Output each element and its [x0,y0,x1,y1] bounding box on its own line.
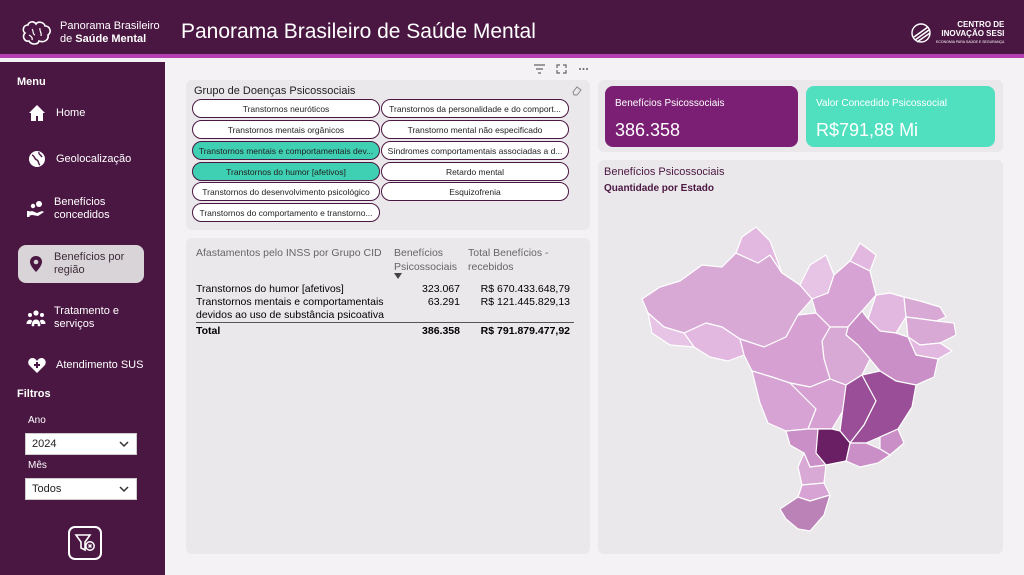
slicer-option[interactable]: Transtornos neuróticos [192,99,380,118]
partner-line3: ECONOMIA PARA SAÚDE E SEGURANÇA [936,39,1005,44]
nav-label-geolocalizacao: Geolocalização [56,152,132,165]
slicer-option[interactable]: Retardo mental [381,162,569,181]
state-region [683,322,745,362]
table-cell-total: R$ 121.445.829,13 [480,296,570,308]
table-total-beneficios: 386.358 [422,325,460,337]
slicer-option[interactable]: Transtornos mentais orgânicos [192,120,380,139]
visual-header-icons [534,64,589,74]
table-cell-group: Transtornos mentais e comportamentais de… [196,296,384,321]
table-total-label: Total [196,325,221,337]
ano-value: 2024 [32,438,57,450]
mes-dropdown[interactable]: Todos [25,478,137,500]
focus-mode-icon[interactable] [556,64,567,74]
more-options-icon[interactable] [578,64,589,74]
partner-logo: CENTRO DE INOVAÇÃO SESI ECONOMIA PARA SA… [910,18,1010,48]
state-region [735,226,783,274]
heart-plus-icon [26,354,48,376]
slicer-title: Grupo de Doenças Psicossociais [194,85,356,97]
slicer-option-selected[interactable]: Transtornos mentais e comportamentais de… [192,141,380,160]
table-header-group[interactable]: Afastamentos pelo INSS por Grupo CID [196,247,382,259]
ano-dropdown[interactable]: 2024 [25,433,137,455]
nav-label-tratamento-servicos: Tratamento e serviços [54,305,120,330]
slicer-option[interactable]: Transtornos do desenvolvimento psicológi… [192,182,380,201]
kpi-beneficios-value: 386.358 [615,120,681,140]
map-title: Benefícios Psicossociais [604,166,725,178]
state-region [789,378,847,430]
table-cell-beneficios: 323.067 [422,283,460,295]
kpi-valor-label: Valor Concedido Psicossocial [816,98,947,109]
table-total-recebidos: R$ 791.879.477,92 [480,325,570,337]
ano-label: Ano [28,415,46,426]
nav-label-home: Home [56,106,86,119]
kpi-valor-card: Valor Concedido Psicossocial R$791,88 Mi [806,86,995,147]
location-pin-icon [26,253,46,275]
chevron-down-icon [119,441,129,448]
kpi-valor-value: R$791,88 Mi [816,120,919,140]
sesi-logo-icon [911,23,931,43]
clear-filters-button[interactable] [68,526,102,560]
nav-label-atendimento-sus: Atendimento SUS [56,358,144,371]
menu-heading: Menu [17,76,46,88]
filter-clear-icon [74,534,95,552]
slicer-option[interactable]: Transtornos do comportamento e transtorn… [192,203,380,222]
nav-item-tratamento-servicos[interactable]: Tratamento e serviços [18,299,144,337]
sidebar: Menu Home Geolocalização Benefícios conc… [0,62,165,575]
kpi-beneficios-label: Benefícios Psicossociais [615,98,725,109]
nav-item-beneficios-por-regiao[interactable]: Benefícios por região [18,245,144,283]
table-cell-total: R$ 670.433.648,79 [480,283,570,295]
home-icon [26,102,48,124]
table-cell-beneficios: 63.291 [427,296,460,308]
slicer-option[interactable]: Transtornos da personalidade e do compor… [381,99,569,118]
state-region [779,494,831,532]
chevron-down-icon [119,486,129,493]
benefits-table-panel [186,238,590,554]
partner-line2: INOVAÇÃO SESI [941,28,1005,38]
table-header-beneficios[interactable]: Benefícios Psicossociais [394,247,458,273]
eraser-icon[interactable] [571,85,582,96]
globe-icon [26,148,48,170]
nav-label-beneficios-por-regiao: Benefícios por região [54,251,125,276]
nav-item-home[interactable]: Home [18,94,144,132]
kpi-beneficios-card: Benefícios Psicossociais 386.358 [605,86,798,147]
partner-line1: CENTRO DE [957,19,1005,29]
slicer-option-selected[interactable]: Transtornos do humor [afetivos] [192,162,380,181]
slicer-option[interactable]: Síndromes comportamentais associadas a d… [381,141,569,160]
nav-item-geolocalizacao[interactable]: Geolocalização [18,140,144,178]
sort-desc-icon[interactable] [394,273,402,279]
nav-item-beneficios-concedidos[interactable]: Benefícios concedidos [18,190,144,228]
logo-line2-bold: Saúde Mental [75,33,147,45]
nav-label-beneficios-concedidos: Benefícios concedidos [54,196,110,221]
filter-lines-icon[interactable] [534,64,545,74]
filters-heading: Filtros [17,388,51,400]
table-total-divider [196,322,574,323]
logo-line2-prefix: de [60,33,76,45]
mes-value: Todos [32,483,62,495]
state-region [845,442,891,468]
slicer-option[interactable]: Esquizofrenia [381,182,569,201]
app-logo: Panorama Brasileiro de Saúde Mental [20,16,160,50]
brain-icon [22,21,51,45]
hand-coins-icon [26,198,46,220]
top-bar: Panorama Brasileiro de Saúde Mental Pano… [0,0,1024,58]
page-title: Panorama Brasileiro de Saúde Mental [181,20,536,43]
logo-line1: Panorama Brasileiro [60,20,160,32]
nav-item-atendimento-sus[interactable]: Atendimento SUS [18,346,144,384]
slicer-option[interactable]: Transtorno mental não especificado [381,120,569,139]
state-region [879,428,905,456]
people-icon [26,307,46,329]
state-region [815,428,851,466]
mes-label: Mês [28,460,47,471]
table-header-total[interactable]: Total Benefícios - recebidos [468,247,549,273]
state-region [647,312,695,348]
brazil-choropleth-map[interactable] [640,215,960,535]
table-cell-group: Transtornos do humor [afetivos] [196,283,344,295]
state-region [849,242,877,272]
map-subtitle: Quantidade por Estado [604,183,715,194]
